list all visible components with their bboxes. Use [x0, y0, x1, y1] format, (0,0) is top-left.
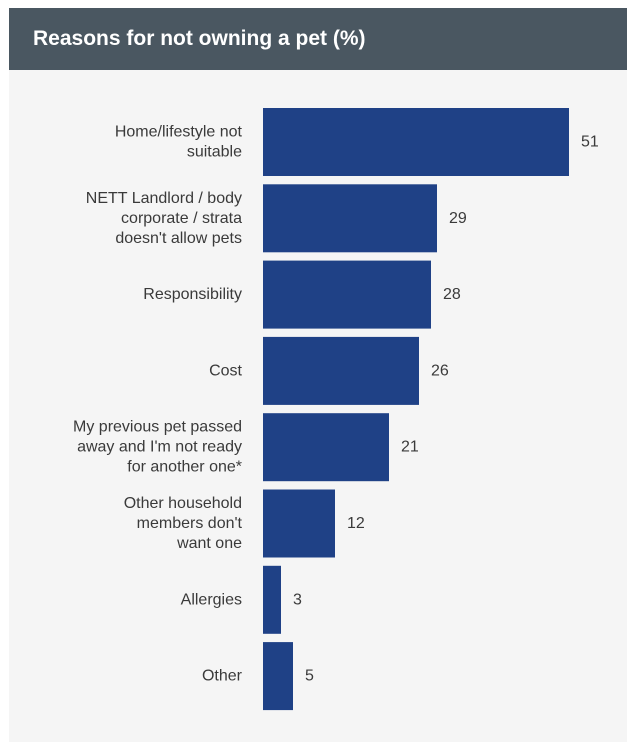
- value-label-3: 26: [431, 362, 449, 379]
- value-label-1: 29: [449, 210, 467, 227]
- chart-header: Reasons for not owning a pet (%): [9, 8, 627, 70]
- bar-0: [263, 108, 569, 176]
- category-label-line: want one: [176, 535, 242, 552]
- bar-4: [263, 413, 389, 482]
- category-label-2: Responsibility: [143, 286, 242, 303]
- category-label-line: for another one*: [127, 459, 242, 476]
- bar-chart: 51 Home/lifestyle not suitable 29 NETT Landl…: [73, 108, 599, 711]
- category-label-line: members don't: [137, 515, 243, 532]
- chart-title: Reasons for not owning a pet (%): [33, 27, 366, 50]
- category-label-line: doesn't allow pets: [115, 230, 242, 247]
- bar-1: [263, 184, 437, 253]
- category-label-line: NETT Landlord / body: [86, 190, 242, 207]
- category-label-0: Home/lifestyle not suitable: [115, 124, 243, 161]
- value-label-4: 21: [401, 439, 419, 456]
- value-label-6: 3: [293, 591, 302, 608]
- value-label-5: 12: [347, 515, 365, 532]
- category-label-line: Cost: [209, 362, 242, 379]
- category-label-1: NETT Landlord / body corporate / strata do…: [86, 190, 242, 247]
- bar-3: [263, 336, 419, 405]
- category-label-line: Allergies: [181, 591, 242, 608]
- category-label-5: Other household members don't want one: [124, 495, 243, 552]
- category-label-line: suitable: [187, 144, 242, 161]
- category-label-line: corporate / strata: [121, 210, 242, 227]
- category-label-4: My previous pet passed away and I'm not r…: [73, 419, 242, 476]
- bar-7: [263, 642, 293, 711]
- value-label-7: 5: [305, 668, 314, 685]
- category-label-7: Other: [202, 668, 243, 685]
- category-label-line: Other: [202, 668, 243, 685]
- value-label-2: 28: [443, 286, 461, 303]
- value-label-0: 51: [581, 134, 599, 151]
- category-label-line: away and I'm not ready: [77, 439, 242, 456]
- chart-card: Reasons for not owning a pet (%) 51 Home/…: [9, 8, 627, 742]
- category-label-line: My previous pet passed: [73, 419, 242, 436]
- category-label-line: Responsibility: [143, 286, 242, 303]
- category-label-line: Other household: [124, 495, 242, 512]
- category-label-3: Cost: [209, 362, 242, 379]
- category-label-6: Allergies: [181, 591, 242, 608]
- bar-5: [263, 489, 335, 558]
- bar-2: [263, 260, 431, 329]
- category-label-line: Home/lifestyle not: [115, 124, 243, 141]
- bar-6: [263, 565, 281, 634]
